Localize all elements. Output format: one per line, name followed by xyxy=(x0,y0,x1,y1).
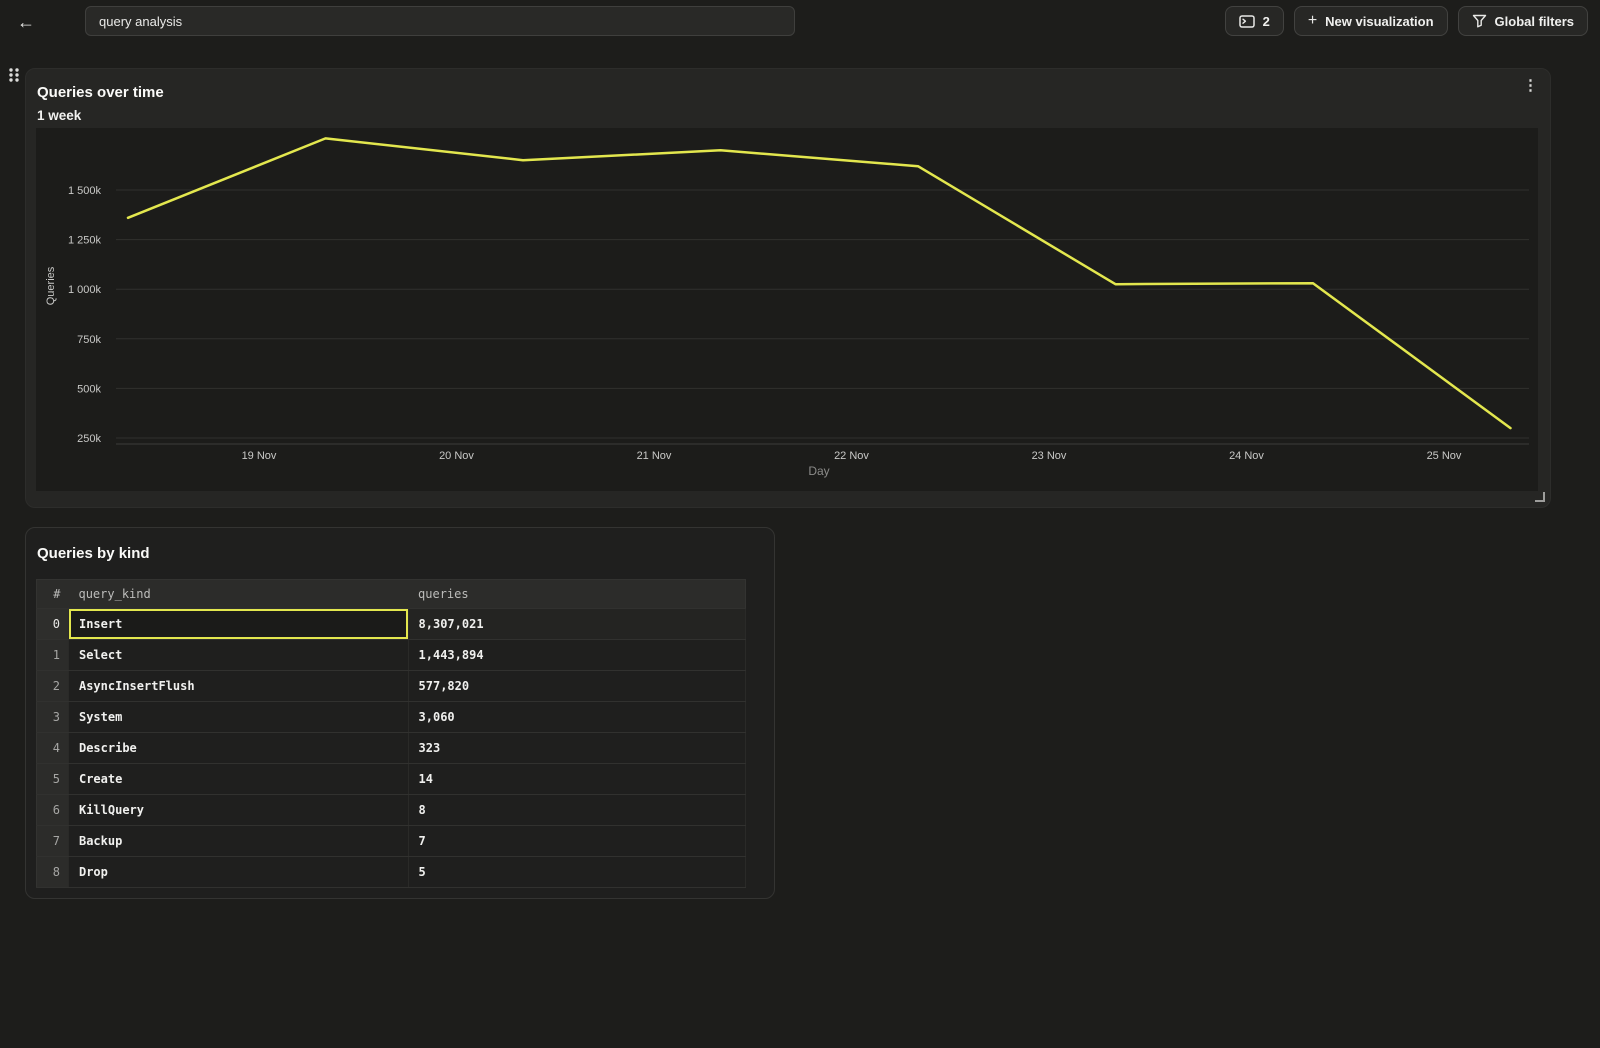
query-kind-cell[interactable]: KillQuery xyxy=(68,794,409,826)
chart-title: Queries over time xyxy=(37,84,164,101)
table-row: 8 Drop 5 xyxy=(36,856,747,888)
queries-value-cell[interactable]: 7 xyxy=(408,825,747,857)
query-kind-cell[interactable]: Drop xyxy=(68,856,409,888)
back-button[interactable]: ← xyxy=(12,8,40,36)
new-visualization-label: New visualization xyxy=(1325,13,1434,29)
query-kind-cell[interactable]: Describe xyxy=(68,732,409,764)
y-tick-label: 250k xyxy=(77,433,101,445)
chart-subtitle: 1 week xyxy=(37,108,82,123)
row-index-cell: 1 xyxy=(36,639,69,671)
table-row: 7 Backup 7 xyxy=(36,825,747,857)
queries-value-cell[interactable]: 577,820 xyxy=(408,670,747,702)
row-index-cell: 3 xyxy=(36,701,69,733)
query-kind-cell[interactable]: AsyncInsertFlush xyxy=(68,670,409,702)
query-kind-cell[interactable]: System xyxy=(68,701,409,733)
row-index-cell: 0 xyxy=(36,608,69,640)
y-tick-label: 1 500k xyxy=(68,185,102,197)
y-tick-label: 1 000k xyxy=(68,284,102,296)
panel-menu-button[interactable]: ⋮ xyxy=(1523,77,1538,95)
topbar-actions: 2 + New visualization Global filters xyxy=(1224,6,1588,36)
row-index-cell: 5 xyxy=(36,763,69,795)
query-kind-cell[interactable]: Insert xyxy=(68,608,409,640)
new-visualization-button[interactable]: + New visualization xyxy=(1293,6,1448,36)
column-header-queries[interactable]: queries xyxy=(408,579,746,609)
plus-icon: + xyxy=(1307,12,1318,29)
query-table: # query_kind queries 0 Insert 8,307,021 1 Sele… xyxy=(36,579,747,888)
console-count: 2 xyxy=(1262,13,1270,29)
x-tick-label: 22 Nov xyxy=(834,450,869,462)
table-panel: Queries by kind # query_kind queries 0 Inse… xyxy=(25,527,775,899)
line-chart: 1 500k 1 250k 1 000k 750k 500k 250k 19 Nov 20 N… xyxy=(45,137,1529,478)
queries-value-cell[interactable]: 14 xyxy=(408,763,747,795)
query-kind-cell[interactable]: Select xyxy=(68,639,409,671)
arrow-left-icon: ← xyxy=(17,12,35,32)
y-tick-label: 500k xyxy=(77,383,101,395)
row-index-cell: 4 xyxy=(36,732,69,764)
table-row: 2 AsyncInsertFlush 577,820 xyxy=(36,670,747,702)
x-tick-label: 23 Nov xyxy=(1032,450,1067,462)
queries-value-cell[interactable]: 8,307,021 xyxy=(408,608,747,640)
console-count-button[interactable]: 2 xyxy=(1224,6,1284,36)
queries-value-cell[interactable]: 5 xyxy=(408,856,747,888)
row-index-cell: 6 xyxy=(36,794,69,826)
funnel-icon xyxy=(1472,14,1486,28)
x-tick-label: 21 Nov xyxy=(637,450,672,462)
topbar: ← 2 + New visualization Global filters xyxy=(0,0,1600,42)
table-row: 3 System 3,060 xyxy=(36,701,747,733)
column-header-query_kind[interactable]: query_kind xyxy=(68,579,409,609)
query-kind-cell[interactable]: Create xyxy=(68,763,409,795)
queries-value-cell[interactable]: 1,443,894 xyxy=(408,639,747,671)
table-row: 4 Describe 323 xyxy=(36,732,747,764)
global-filters-button[interactable]: Global filters xyxy=(1457,6,1588,36)
table-row: 0 Insert 8,307,021 xyxy=(36,608,747,640)
x-tick-label: 20 Nov xyxy=(439,450,474,462)
drag-handle-icon[interactable] xyxy=(6,66,22,84)
queries-value-cell[interactable]: 3,060 xyxy=(408,701,747,733)
y-axis-title: Queries xyxy=(45,266,57,305)
x-axis-title: Day xyxy=(808,464,829,478)
queries-value-cell[interactable]: 8 xyxy=(408,794,747,826)
global-filters-label: Global filters xyxy=(1494,13,1574,29)
dashboard-name-input[interactable] xyxy=(85,6,795,36)
queries-series-line xyxy=(126,137,1512,430)
row-index-cell: 7 xyxy=(36,825,69,857)
console-icon xyxy=(1238,14,1255,28)
x-tick-label: 19 Nov xyxy=(242,450,277,462)
x-tick-label: 24 Nov xyxy=(1229,450,1264,462)
table-row: 5 Create 14 xyxy=(36,763,747,795)
kebab-icon: ⋮ xyxy=(1523,77,1538,94)
queries-value-cell[interactable]: 323 xyxy=(408,732,747,764)
x-tick-label: 25 Nov xyxy=(1427,450,1462,462)
column-header-index: # xyxy=(36,579,69,609)
chart-plot-area[interactable]: 1 500k 1 250k 1 000k 750k 500k 250k 19 Nov 20 N… xyxy=(36,128,1538,491)
chart-panel: ⋮ Queries over time 1 week 1 500k 1 250k 1… xyxy=(25,68,1551,508)
table-title: Queries by kind xyxy=(37,545,150,562)
resize-handle[interactable] xyxy=(1535,492,1545,502)
y-tick-label: 1 250k xyxy=(68,235,102,247)
row-index-cell: 2 xyxy=(36,670,69,702)
y-tick-label: 750k xyxy=(77,334,101,346)
table-row: 6 KillQuery 8 xyxy=(36,794,747,826)
query-kind-cell[interactable]: Backup xyxy=(68,825,409,857)
row-index-cell: 8 xyxy=(36,856,69,888)
table-row: 1 Select 1,443,894 xyxy=(36,639,747,671)
